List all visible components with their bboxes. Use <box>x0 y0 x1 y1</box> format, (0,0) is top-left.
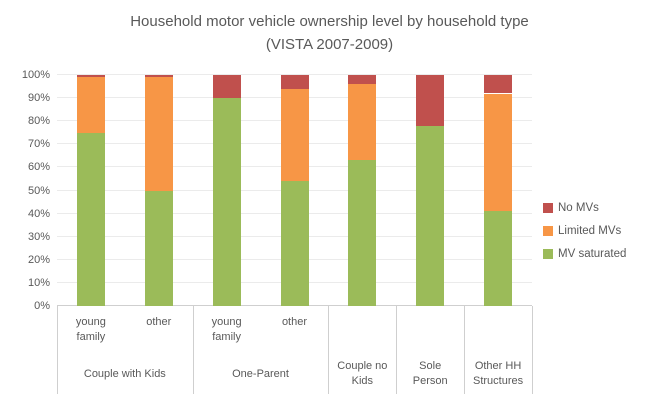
stacked-bar <box>484 75 513 306</box>
bar-segment-mv-saturated <box>280 181 309 306</box>
stacked-bar <box>212 75 241 306</box>
chart-subtitle: (VISTA 2007-2009) <box>265 36 394 53</box>
plot-area <box>57 74 532 306</box>
y-tick-label: 80% <box>27 115 50 128</box>
x-axis-divider <box>328 306 330 394</box>
bar-segment-mv-saturated <box>484 211 513 306</box>
stacked-bar <box>144 75 173 306</box>
legend-label: MV saturated <box>558 248 627 260</box>
y-tick-label: 0% <box>34 300 50 312</box>
x-group-label: Other HH Structures <box>472 360 524 387</box>
legend-label: Limited MVs <box>558 225 622 237</box>
bar-segment-mv-saturated <box>348 160 377 306</box>
x-axis-divider <box>464 306 466 394</box>
y-tick-label: 70% <box>27 138 50 151</box>
legend-swatch <box>543 226 553 236</box>
bar-segment-no-mvs <box>484 75 513 94</box>
x-group-label: Couple no Kids <box>337 360 388 387</box>
bar-segment-mv-saturated <box>76 132 105 306</box>
bar-segment-no-mvs <box>280 75 309 89</box>
stacked-bar <box>416 75 445 306</box>
stacked-bar <box>280 75 309 306</box>
stacked-bar <box>76 75 105 306</box>
y-tick-label: 90% <box>27 92 50 105</box>
x-axis-divider <box>396 306 398 394</box>
legend: No MVs Limited MVs MV saturated <box>543 201 626 270</box>
bar-segment-no-mvs <box>144 75 173 78</box>
legend-label: No MVs <box>558 202 599 214</box>
x-sublabel: young family <box>211 316 242 343</box>
y-tick-label: 100% <box>21 69 50 81</box>
x-sublabel: other <box>281 316 308 328</box>
legend-item: MV saturated <box>543 247 626 261</box>
y-tick-label: 40% <box>27 207 50 220</box>
x-axis-sublabels: young family other young family other <box>57 311 532 345</box>
y-tick-label: 20% <box>27 253 50 266</box>
legend-item: Limited MVs <box>543 224 626 238</box>
bar-segment-limited-mvs <box>348 84 377 161</box>
bar-segment-no-mvs <box>416 75 445 126</box>
x-group-label: Sole Person <box>412 360 448 387</box>
bar-segment-mv-saturated <box>212 98 241 306</box>
bar-segment-mv-saturated <box>144 190 173 306</box>
chart-title: Household motor vehicle ownership level … <box>130 13 529 30</box>
legend-swatch <box>543 203 553 213</box>
y-tick-label: 50% <box>27 184 50 197</box>
bar-segment-limited-mvs <box>144 77 173 191</box>
bar-segment-no-mvs <box>348 75 377 85</box>
x-axis-divider <box>192 306 194 394</box>
bar-segment-mv-saturated <box>416 125 445 306</box>
x-group-label: Couple with Kids <box>83 367 166 380</box>
legend-item: No MVs <box>543 201 626 215</box>
bar-segment-limited-mvs <box>76 77 105 133</box>
bar-segment-no-mvs <box>76 75 105 78</box>
y-tick-label: 30% <box>27 230 50 243</box>
y-tick-label: 10% <box>27 276 50 289</box>
y-tick-label: 60% <box>27 161 50 174</box>
bar-segment-limited-mvs <box>484 93 513 212</box>
x-group-label: One-Parent <box>232 367 289 380</box>
y-axis: 0% 10% 20% 30% 40% 50% 60% 70% 80% 90% 100% <box>0 69 50 312</box>
x-axis-group-labels: Couple with Kids One-Parent Couple no Kids… <box>57 354 532 394</box>
x-sublabel: other <box>146 316 172 328</box>
bar-segment-limited-mvs <box>280 88 309 182</box>
chart-title-block: Household motor vehicle ownership level … <box>0 10 659 56</box>
x-sublabel: young family <box>75 316 106 343</box>
x-axis-divider <box>532 306 533 394</box>
gridline <box>57 74 532 75</box>
legend-swatch <box>543 249 553 259</box>
stacked-bar <box>348 75 377 306</box>
bar-segment-no-mvs <box>212 75 241 99</box>
x-axis-divider <box>57 306 58 394</box>
